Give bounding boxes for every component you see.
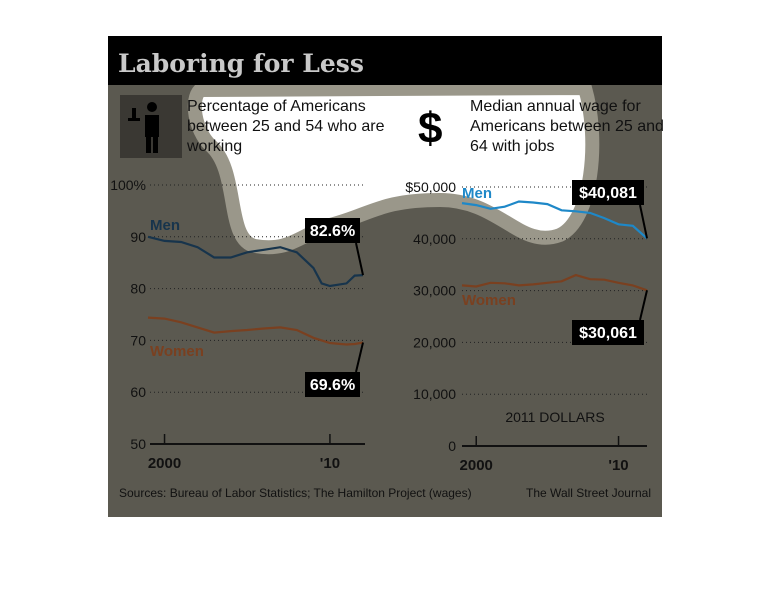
y-tick-label: 20,000 [413,334,456,350]
subtitle: Median annual wage for Americans between … [470,98,664,155]
x-tick-label: 2000 [148,455,181,472]
x-tick-label: 2000 [460,457,493,474]
series-name: Men [462,185,492,202]
y-tick-label: 100% [110,177,146,193]
value-label: 82.6% [310,223,355,240]
title-bar [108,36,662,85]
y-tick-label: 70 [130,332,146,348]
title: Laboring for Less [118,49,364,78]
series-name: Women [150,343,204,360]
series-line [461,200,648,240]
value-label: 69.6% [310,377,355,394]
label-pointer [355,342,364,373]
series-line [147,235,364,288]
y-tick-label: 40,000 [413,231,456,247]
waiter-figure [128,102,159,153]
y-tick-label: 10,000 [413,386,456,402]
label-pointer [639,204,648,239]
series-name: Men [150,217,180,234]
credit: The Wall Street Journal [526,486,651,500]
y-tick-label: 90 [130,229,146,245]
note: 2011 DOLLARS [505,409,604,425]
value-label-box [572,180,644,205]
y-tick-label: 0 [448,438,456,454]
series-name: Women [462,292,516,309]
y-tick-label: 60 [130,384,146,400]
y-tick-label: $50,000 [405,179,456,195]
y-tick-label: 50 [130,436,146,452]
y-tick-label: 30,000 [413,283,456,299]
value-label: $30,061 [579,325,637,342]
y-tick-label: 80 [130,281,146,297]
value-label-box [572,320,644,345]
value-label-box [305,218,360,243]
series-line [147,316,364,346]
series-line [461,273,648,292]
label-pointer [639,290,648,321]
value-label: $40,081 [579,185,637,202]
subtitle: Percentage of Americans between 25 and 54… [186,98,385,155]
label-pointer [355,242,364,276]
x-tick-label: '10 [608,457,628,474]
dollar-icon: $ [418,104,442,153]
x-tick-label: '10 [320,455,340,472]
value-label-box [305,372,360,397]
source: Sources: Bureau of Labor Statistics; The… [119,486,472,500]
